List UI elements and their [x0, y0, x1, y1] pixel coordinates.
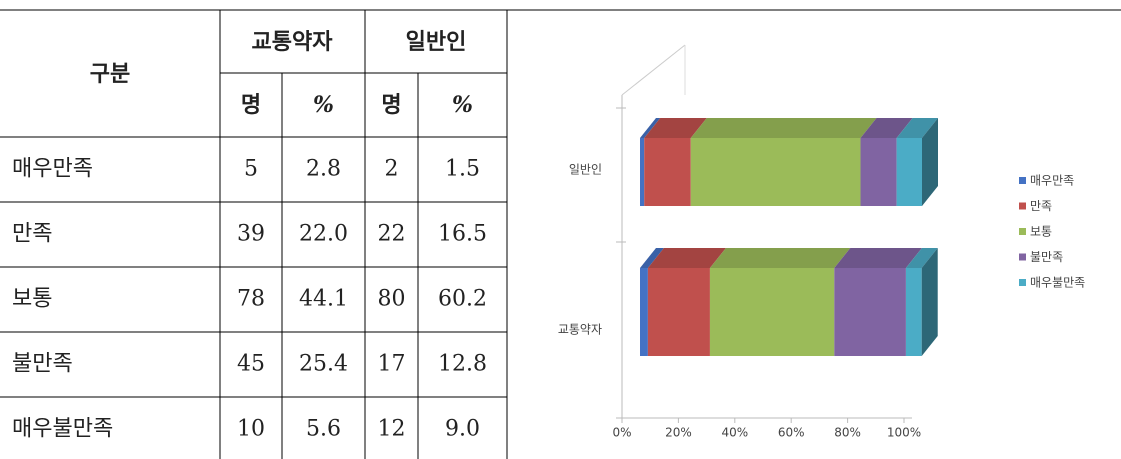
legend-swatch: [1019, 202, 1026, 210]
bar-top: [647, 248, 726, 268]
cell: 44.1: [299, 287, 348, 312]
legend-label: 매우만족: [1030, 174, 1074, 188]
header-cell: 구분: [90, 61, 130, 87]
row-label: 보통: [12, 287, 52, 312]
legend-label: 불만족: [1030, 250, 1063, 264]
bar-segment: [860, 138, 897, 206]
legend-label: 보통: [1030, 225, 1052, 239]
header-cell: 명: [241, 92, 261, 118]
legend-label: 만족: [1030, 199, 1052, 213]
bar-top: [640, 118, 661, 138]
header-cell: 교통약자: [252, 29, 334, 55]
x-tick-label: 40%: [721, 426, 748, 440]
x-tick-label: 80%: [834, 426, 861, 440]
row-label: 매우불만족: [12, 417, 113, 442]
bar-top: [834, 248, 922, 268]
x-tick-label: 20%: [665, 426, 692, 440]
x-tick-label: 0%: [612, 426, 631, 440]
legend-swatch: [1019, 228, 1026, 235]
bar-segment: [690, 138, 861, 206]
legend-swatch: [1019, 279, 1026, 286]
x-tick-label: 100%: [887, 426, 921, 440]
cell: 60.2: [438, 287, 487, 312]
cell: 5.6: [306, 417, 341, 442]
bar-segment: [640, 268, 648, 356]
category-label: 교통약자: [558, 322, 602, 337]
bar-side: [921, 248, 938, 356]
header-cell: 명: [381, 92, 401, 118]
bar-segment: [709, 268, 835, 356]
cell: 22.0: [299, 222, 348, 247]
cell: 2.8: [306, 157, 341, 182]
cell: 5: [244, 157, 258, 182]
row-label: 매우만족: [12, 157, 93, 182]
bar-segment: [647, 268, 710, 356]
bar-top: [690, 118, 877, 138]
bar-segment: [644, 138, 691, 206]
bar-top: [905, 248, 938, 268]
cell: 12: [378, 417, 406, 442]
cell: 39: [237, 222, 265, 247]
category-label: 일반인: [569, 163, 602, 177]
row-label: 만족: [12, 222, 52, 247]
cell: 1.5: [445, 157, 480, 182]
cell: 9.0: [445, 417, 480, 442]
bar-top: [709, 248, 851, 268]
cell: 12.8: [438, 352, 487, 377]
rule: [621, 44, 686, 96]
header-cell: %: [452, 92, 473, 118]
bar-top: [640, 248, 664, 268]
cell: 78: [237, 287, 265, 312]
bar-top: [896, 118, 938, 138]
legend-label: 매우불만족: [1030, 276, 1085, 290]
cell: 22: [378, 222, 406, 247]
cell: 80: [378, 287, 406, 312]
x-tick-label: 60%: [778, 426, 805, 440]
cell: 10: [237, 417, 265, 442]
header-cell: %: [313, 92, 334, 118]
legend-swatch: [1019, 177, 1026, 184]
cell: 16.5: [438, 222, 487, 247]
bar-top: [644, 118, 707, 138]
cell: 17: [378, 352, 406, 377]
bar-segment: [905, 268, 922, 356]
bar-top: [860, 118, 913, 138]
bar-segment: [834, 268, 906, 356]
legend-swatch: [1019, 253, 1026, 261]
cell: 45: [237, 352, 265, 377]
header-cell: 일반인: [406, 29, 467, 55]
cell: 2: [385, 157, 399, 182]
bar-segment: [896, 138, 922, 206]
row-label: 불만족: [12, 352, 73, 377]
bar-segment: [640, 138, 645, 206]
bar-side: [922, 118, 938, 206]
cell: 25.4: [299, 352, 348, 377]
